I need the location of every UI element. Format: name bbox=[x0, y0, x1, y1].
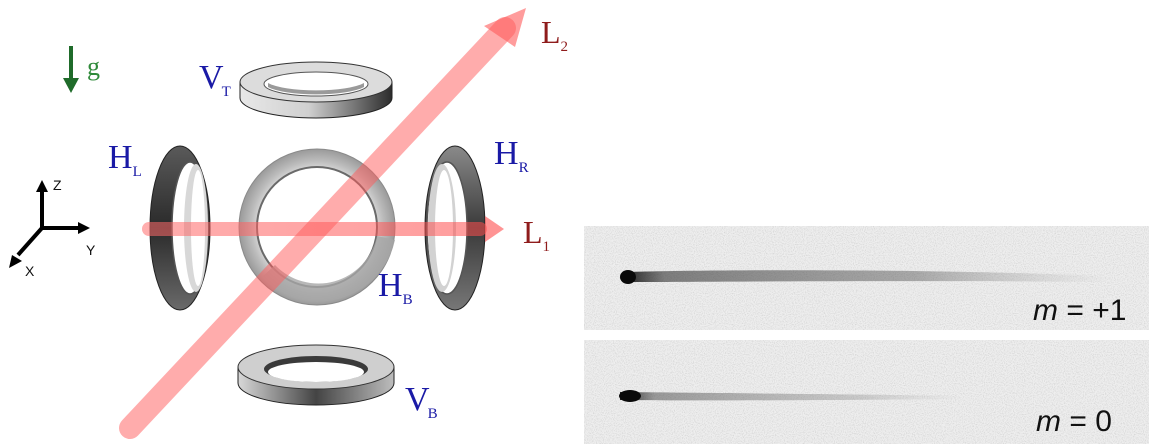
z-axis-arrow-icon bbox=[36, 180, 48, 192]
gravity-indicator: g bbox=[63, 46, 100, 93]
gravity-label: g bbox=[87, 52, 100, 81]
coil-back-label: HB bbox=[378, 267, 413, 308]
coil-bottom-label: VB bbox=[405, 381, 438, 422]
coil-bottom bbox=[237, 344, 395, 406]
y-axis-arrow-icon bbox=[78, 222, 90, 234]
coordinate-axes: Z Y X bbox=[9, 177, 96, 279]
coil-right bbox=[424, 145, 486, 311]
coil-top bbox=[239, 61, 393, 119]
image-panel-top: m = +1 bbox=[584, 226, 1149, 330]
x-axis-label: X bbox=[25, 263, 35, 279]
l1-arrow-icon bbox=[485, 216, 504, 242]
coil-right-label: HR bbox=[494, 135, 529, 176]
x-axis-arrow-icon bbox=[9, 255, 22, 268]
panel-top-label: m = +1 bbox=[1033, 294, 1126, 327]
atom-streak-top bbox=[626, 270, 1110, 282]
atom-streak-bottom bbox=[620, 392, 965, 401]
gravity-arrow-icon bbox=[63, 78, 79, 93]
coil-left-label: HL bbox=[108, 139, 142, 180]
image-panel-bottom: m = 0 bbox=[584, 340, 1149, 444]
z-axis-label: Z bbox=[53, 177, 62, 193]
atom-cloud-top bbox=[620, 270, 636, 284]
l2-arrow-icon bbox=[484, 8, 526, 47]
y-axis-label: Y bbox=[86, 242, 96, 258]
beam-l2-label: L2 bbox=[541, 14, 568, 55]
atom-cloud-bottom bbox=[619, 390, 641, 402]
coil-top-label: VT bbox=[199, 59, 231, 100]
beam-l1-label: L1 bbox=[523, 214, 550, 255]
laser-beam-l2 bbox=[119, 8, 526, 439]
panel-bottom-label: m = 0 bbox=[1036, 405, 1112, 438]
x-axis-line bbox=[16, 226, 44, 257]
